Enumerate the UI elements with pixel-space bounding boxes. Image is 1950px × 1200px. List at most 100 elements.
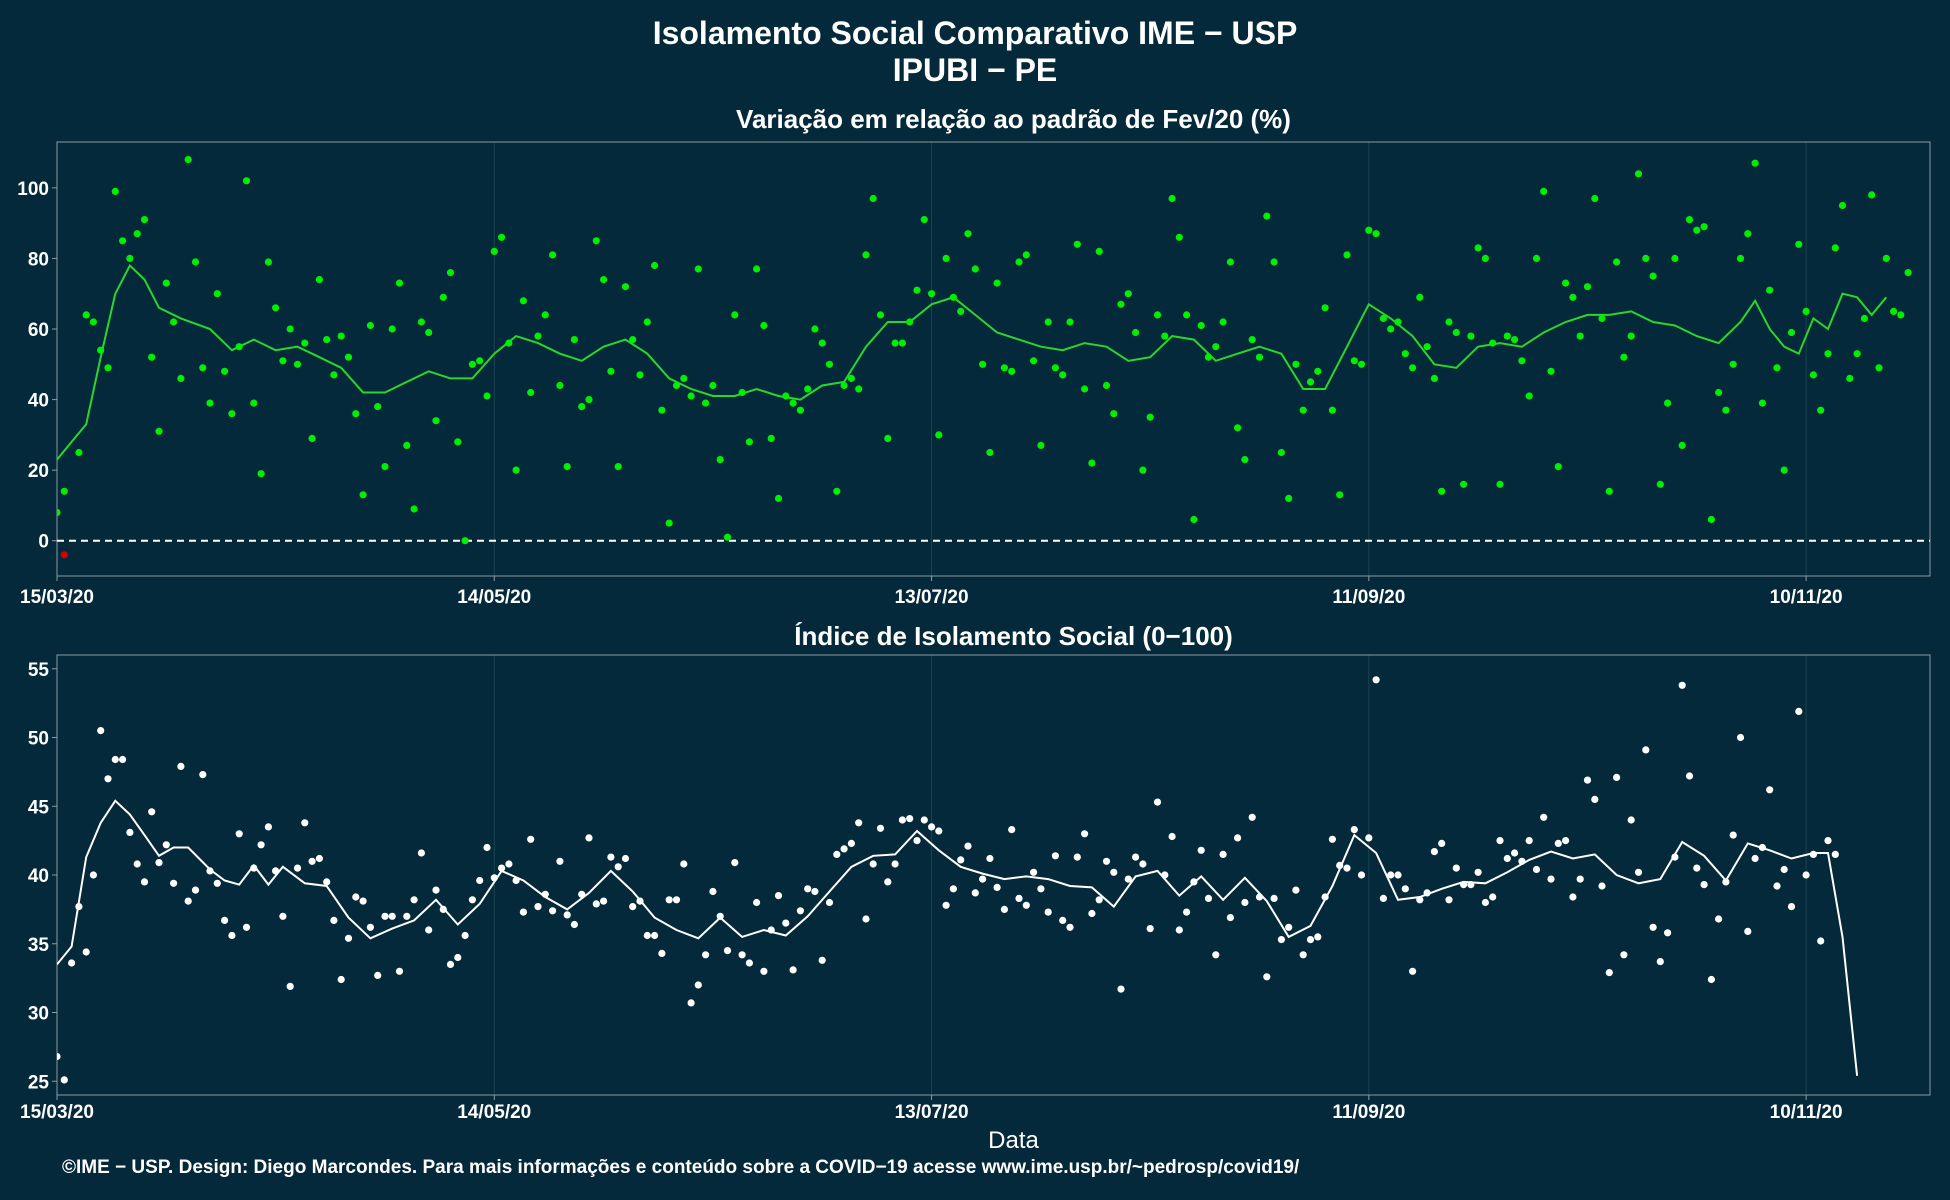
y-tick-label: 25 xyxy=(28,1072,50,1093)
data-point xyxy=(1314,367,1322,375)
data-point xyxy=(1802,307,1810,315)
data-point xyxy=(264,258,272,266)
plot-area xyxy=(57,676,1859,1084)
data-point xyxy=(133,860,141,868)
data-point xyxy=(352,410,360,418)
data-point xyxy=(1350,357,1358,365)
data-point xyxy=(1022,901,1030,909)
data-point xyxy=(906,815,914,823)
data-point xyxy=(1707,515,1715,524)
data-point xyxy=(1860,314,1868,322)
data-point xyxy=(935,827,943,835)
data-point xyxy=(1518,357,1526,365)
data-point xyxy=(446,960,455,969)
data-point xyxy=(804,885,812,893)
data-point xyxy=(1409,967,1417,975)
data-point xyxy=(286,325,294,333)
data-point xyxy=(498,233,506,241)
data-point xyxy=(82,948,90,956)
data-point xyxy=(869,194,877,203)
data-point xyxy=(979,360,987,368)
data-point xyxy=(1795,707,1803,716)
data-point xyxy=(1161,332,1169,340)
y-tick-label: 55 xyxy=(28,660,50,681)
data-point xyxy=(97,727,105,735)
data-point xyxy=(1197,846,1205,854)
data-point xyxy=(993,883,1001,892)
data-point xyxy=(1562,837,1570,845)
data-point xyxy=(374,403,382,411)
data-point xyxy=(221,367,229,375)
data-point xyxy=(1146,413,1154,421)
data-point xyxy=(913,837,921,845)
data-point xyxy=(1117,985,1125,993)
data-point xyxy=(796,907,805,915)
y-tick-label: 60 xyxy=(28,320,49,341)
data-point xyxy=(709,381,717,390)
moving-average-line xyxy=(57,263,1888,461)
data-point xyxy=(1642,746,1650,754)
data-point xyxy=(1168,194,1176,203)
data-point xyxy=(1780,466,1788,474)
data-point xyxy=(286,982,294,991)
data-point xyxy=(1124,290,1132,298)
plot-area xyxy=(57,156,1930,559)
data-point xyxy=(1460,480,1468,488)
y-tick-label: 50 xyxy=(28,729,49,750)
data-point xyxy=(527,835,535,843)
data-point xyxy=(359,491,367,499)
data-point xyxy=(461,537,469,545)
data-point xyxy=(1175,926,1183,934)
data-point xyxy=(760,321,768,330)
data-point xyxy=(949,885,958,893)
data-point xyxy=(1722,406,1730,414)
data-point xyxy=(1292,886,1300,894)
data-point xyxy=(1044,318,1052,326)
data-point xyxy=(1729,360,1737,368)
data-point xyxy=(585,396,593,404)
data-point xyxy=(250,864,258,872)
data-point xyxy=(1882,254,1890,262)
data-point xyxy=(1736,733,1745,742)
data-point xyxy=(1853,350,1861,358)
data-point xyxy=(1336,861,1344,870)
data-point xyxy=(228,931,236,940)
plot-frame xyxy=(56,654,1931,1096)
data-point xyxy=(600,897,608,905)
data-point xyxy=(1496,837,1504,845)
data-point xyxy=(1554,839,1562,848)
data-point xyxy=(1518,857,1526,865)
data-point xyxy=(993,279,1001,287)
data-point xyxy=(709,887,717,896)
data-point xyxy=(964,230,972,238)
data-point xyxy=(745,959,754,967)
data-point xyxy=(1693,864,1701,872)
data-point xyxy=(869,860,877,868)
data-point xyxy=(1430,848,1438,856)
data-point xyxy=(1467,881,1475,889)
data-point xyxy=(1736,254,1745,262)
data-point xyxy=(621,283,630,291)
data-point xyxy=(1110,410,1118,418)
data-point xyxy=(1212,343,1220,351)
data-point xyxy=(512,466,520,474)
data-point xyxy=(381,463,389,471)
data-point xyxy=(1095,896,1103,904)
data-point xyxy=(607,367,615,375)
data-point xyxy=(884,878,892,886)
data-point xyxy=(1183,908,1191,916)
data-point xyxy=(1525,837,1533,845)
data-point xyxy=(177,374,185,382)
data-point xyxy=(1277,936,1285,944)
data-point xyxy=(1613,773,1621,782)
data-point xyxy=(1073,240,1081,248)
data-point xyxy=(1124,875,1132,883)
data-point xyxy=(60,487,68,495)
data-point xyxy=(97,346,105,354)
data-point xyxy=(272,867,280,875)
data-point xyxy=(563,463,571,471)
data-point xyxy=(570,920,579,929)
data-point xyxy=(1591,194,1599,203)
data-point xyxy=(126,828,134,837)
data-point xyxy=(665,896,673,904)
